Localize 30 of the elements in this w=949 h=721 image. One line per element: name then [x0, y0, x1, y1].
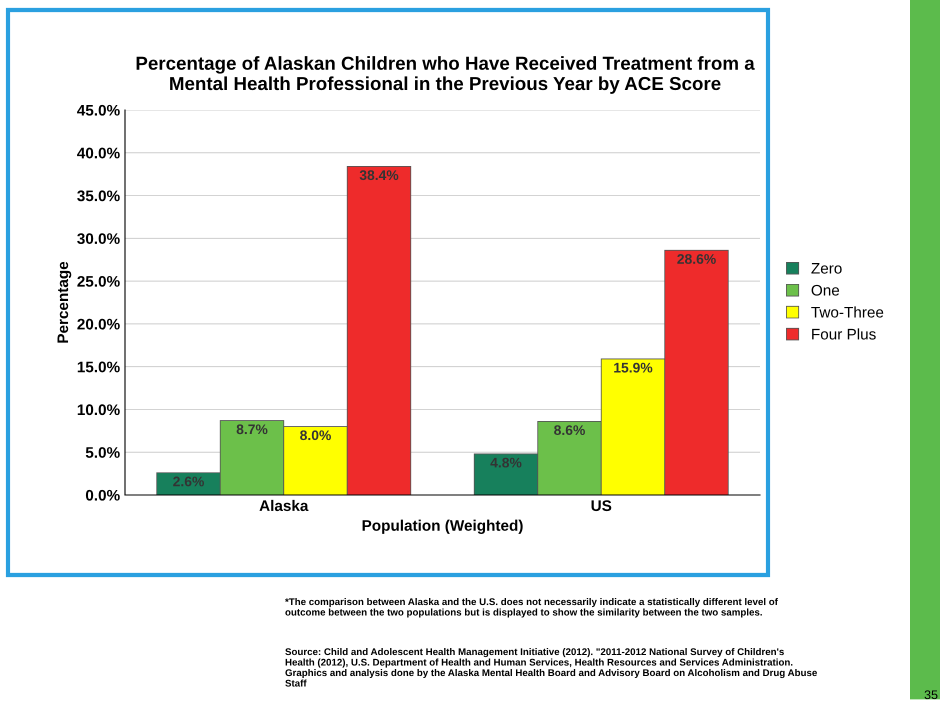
y-tick-label: 35.0%	[77, 190, 120, 202]
y-tick-label: 0.0%	[86, 490, 120, 501]
source-note: Source: Child and Adolescent Health Management Initiative (2012). "2011-2012 National Survey of Children's Health (2012), U.S. Department of Health and Human Services, Health Resources and Services Administration. Graphics and analysis done by the Alaska Mental Health Board and Advisory Board on Alcoholism and Drug Abuse Staff	[285, 648, 817, 687]
data-label: 8.0%	[300, 430, 331, 440]
data-label: 2.6%	[173, 476, 204, 486]
data-label: 38.4%	[360, 170, 398, 180]
x-tick-label: US	[592, 500, 612, 512]
text: 35	[924, 690, 938, 700]
legend-label: Four Plus	[812, 328, 876, 340]
data-label: 4.8%	[490, 458, 522, 468]
y-tick-label: 20.0%	[77, 318, 120, 330]
y-tick-label: 15.0%	[78, 362, 120, 372]
y-tick-label: 5.0%	[86, 447, 120, 458]
x-tick-label: Alaska	[260, 500, 308, 512]
legend-label: Two-Three	[811, 306, 884, 318]
legend-label: One	[812, 284, 840, 296]
y-tick-label: 10.0%	[78, 404, 120, 416]
data-label: 15.9%	[614, 362, 652, 373]
legend-label: Zero	[811, 263, 842, 274]
y-tick-label: 40.0%	[77, 148, 120, 158]
y-tick-label: 30.0%	[77, 233, 120, 244]
data-label: 28.6%	[677, 254, 716, 264]
data-label: 8.7%	[236, 424, 268, 434]
data-label: 8.6%	[554, 425, 585, 436]
y-tick-label: 45.0%	[77, 104, 120, 116]
x-axis-title: Population (Weighted)	[362, 520, 523, 534]
chart-title: Percentage of Alaskan Children who Have Received Treatment from a Mental Health Professional in the Previous Year by ACE Score	[136, 56, 755, 94]
text: *The comparison between Alaska and the U.S. does not necessarily indicate a statistically different level of outcome between the two populations but is displayed to show the similarity between the two samples.	[285, 598, 778, 618]
y-tick-label: 25.0%	[77, 276, 120, 287]
y-axis-title: Percentage	[58, 262, 72, 343]
